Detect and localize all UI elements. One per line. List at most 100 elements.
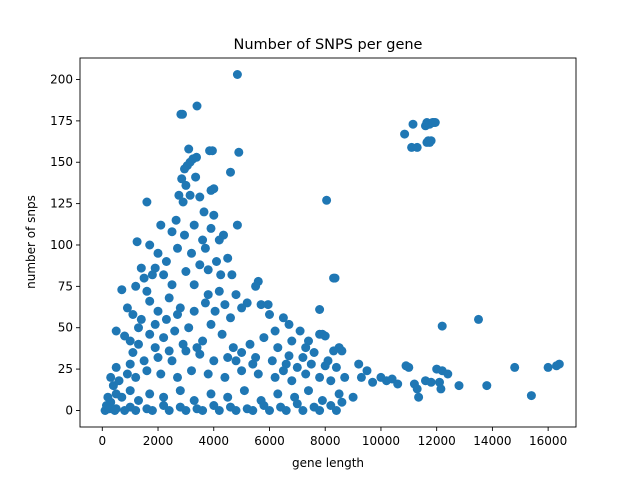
data-point-70	[237, 303, 247, 313]
data-point-58	[167, 280, 177, 290]
x-tick-label: 16000	[529, 434, 567, 448]
data-point-47	[203, 265, 213, 275]
data-point-150	[223, 392, 233, 402]
data-point-134	[331, 362, 341, 372]
data-point-84	[159, 333, 169, 343]
data-point-2	[192, 101, 202, 111]
data-point-244	[543, 362, 553, 372]
data-point-114	[111, 362, 121, 372]
data-point-216	[315, 305, 325, 314]
data-point-138	[278, 366, 288, 376]
data-point-146	[159, 392, 169, 402]
data-point-115	[106, 372, 116, 382]
y-tick-label: 0	[65, 403, 73, 417]
data-point-196	[192, 343, 202, 353]
data-point-79	[111, 326, 121, 336]
data-point-188	[281, 406, 291, 415]
data-point-128	[270, 372, 280, 382]
data-point-92	[273, 343, 283, 353]
data-point-133	[340, 372, 350, 382]
plot-frame	[79, 57, 577, 428]
data-point-155	[304, 386, 313, 396]
data-point-142	[117, 392, 127, 402]
data-point-50	[147, 270, 157, 280]
data-point-144	[134, 396, 143, 405]
data-point-65	[265, 310, 274, 319]
data-point-162	[292, 399, 302, 409]
data-point-16	[181, 180, 191, 190]
data-point-34	[180, 230, 189, 240]
data-point-197	[231, 356, 241, 366]
data-point-87	[198, 336, 208, 346]
y-tick-label: 75	[58, 279, 73, 293]
x-tick-label: 2000	[143, 434, 174, 448]
data-point-69	[270, 326, 280, 336]
x-tick-label: 14000	[473, 434, 511, 448]
data-point-100	[309, 348, 319, 357]
data-point-186	[248, 406, 258, 415]
data-point-209	[214, 286, 224, 296]
data-point-153	[273, 389, 283, 399]
data-point-86	[184, 323, 194, 333]
data-point-157	[334, 389, 344, 399]
data-point-195	[178, 339, 188, 349]
data-point-203	[150, 319, 160, 329]
data-point-228	[404, 362, 414, 372]
data-point-110	[167, 356, 177, 366]
data-point-122	[173, 372, 182, 382]
data-point-178	[120, 406, 130, 415]
data-point-226	[393, 379, 403, 389]
data-point-213	[322, 195, 332, 205]
data-point-31	[132, 237, 142, 247]
data-point-89	[228, 343, 238, 353]
data-point-148	[189, 396, 199, 405]
data-point-30	[206, 223, 216, 233]
data-point-156	[317, 396, 327, 405]
data-point-200	[301, 343, 311, 353]
data-point-14	[191, 172, 201, 182]
data-point-241	[482, 381, 492, 391]
x-tick-label: 6000	[254, 434, 285, 448]
data-point-93	[287, 336, 297, 346]
data-point-219	[354, 359, 364, 369]
data-point-71	[220, 300, 230, 310]
data-point-13	[226, 167, 235, 177]
data-point-248	[400, 129, 410, 139]
data-point-56	[131, 281, 141, 291]
data-point-181	[164, 406, 174, 415]
data-point-230	[412, 384, 422, 394]
data-point-24	[232, 220, 242, 230]
data-point-23	[178, 197, 188, 207]
data-point-257	[430, 118, 440, 127]
data-point-3	[176, 109, 186, 119]
data-point-40	[153, 248, 163, 258]
data-point-125	[220, 372, 230, 382]
data-point-247	[437, 321, 447, 331]
data-point-130	[301, 369, 311, 379]
y-tick-label: 100	[50, 238, 73, 252]
data-point-38	[200, 243, 210, 253]
data-point-151	[239, 386, 249, 396]
data-point-211	[164, 293, 174, 303]
data-point-261	[426, 136, 436, 146]
data-point-4	[184, 144, 194, 154]
y-axis-label: number of snps	[24, 195, 38, 289]
data-point-0	[232, 70, 242, 79]
data-point-81	[125, 336, 135, 346]
data-point-55	[117, 285, 127, 295]
data-point-187	[265, 406, 274, 415]
data-point-239	[454, 381, 464, 391]
data-point-217	[320, 331, 330, 341]
data-point-76	[122, 303, 132, 313]
data-point-242	[510, 362, 520, 372]
data-point-179	[131, 406, 141, 415]
y-tick-label: 150	[50, 155, 73, 169]
data-point-147	[175, 386, 185, 396]
data-point-6	[192, 152, 201, 162]
data-point-123	[187, 366, 196, 376]
data-point-51	[159, 270, 169, 280]
data-point-67	[263, 300, 273, 310]
data-point-99	[329, 346, 339, 356]
data-point-207	[206, 319, 216, 329]
data-point-212	[145, 296, 155, 306]
